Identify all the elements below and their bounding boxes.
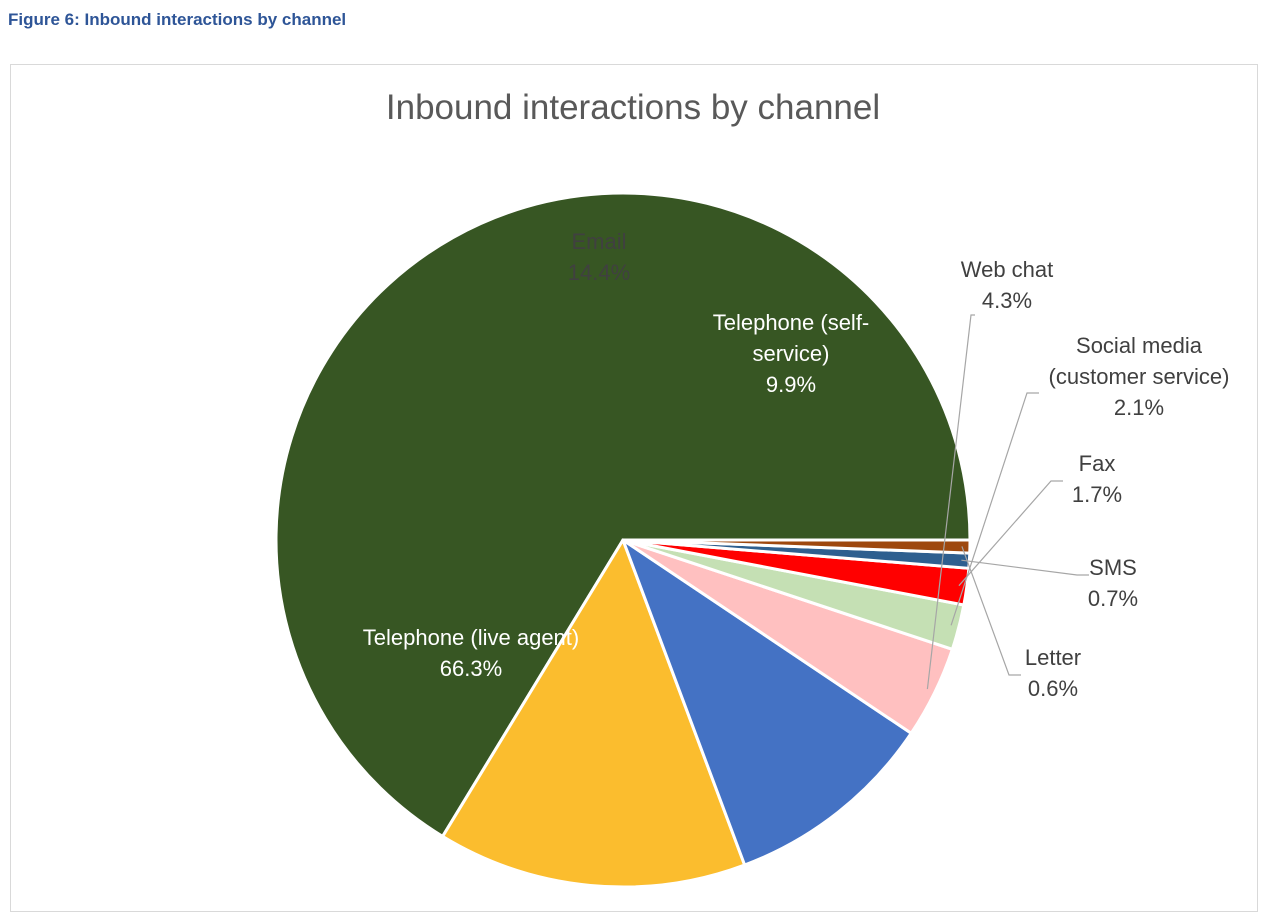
leader-line: [961, 559, 1089, 576]
slice-label-sms: SMS 0.7%: [1088, 555, 1138, 611]
slice-name-label: SMS: [1089, 555, 1137, 580]
slice-percent-label: 2.1%: [1114, 395, 1164, 420]
leader-line: [926, 314, 975, 690]
slice-label-telephone-self-service: Telephone (self-service) 9.9%: [713, 310, 870, 397]
slice-label-web-chat: Web chat 4.3%: [961, 257, 1054, 313]
pie-slice-telephone-live-agent: [274, 191, 972, 838]
slice-name-label: Fax: [1079, 451, 1116, 476]
slice-labels: Telephone (live agent) 66.3% Email 14.4% Tel…: [363, 229, 1230, 701]
chart-area: Inbound interactions by channel Telephon…: [10, 64, 1258, 912]
slice-percent-label: 66.3%: [440, 656, 502, 681]
pie-slice-email: [441, 538, 747, 889]
slice-name-label: service): [752, 341, 829, 366]
slice-name-label: Telephone (self-: [713, 310, 870, 335]
pie-slice-letter: [621, 538, 972, 555]
pie-slices: [274, 191, 972, 889]
figure-caption: Figure 6: Inbound interactions by channe…: [8, 10, 347, 29]
slice-name-label: Letter: [1025, 645, 1081, 670]
pie-chart: Inbound interactions by channel Telephon…: [274, 88, 1230, 889]
slice-name-label: Email: [571, 229, 626, 254]
pie-slice-telephone-self-service: [621, 538, 913, 867]
slice-name-label: Web chat: [961, 257, 1054, 282]
slice-percent-label: 1.7%: [1072, 482, 1122, 507]
slice-percent-label: 9.9%: [766, 372, 816, 397]
leader-lines: [926, 314, 1089, 690]
slice-percent-label: 0.6%: [1028, 676, 1078, 701]
slice-percent-label: 4.3%: [982, 288, 1032, 313]
chart-title: Inbound interactions by channel: [386, 88, 880, 127]
slice-label-email: Email 14.4%: [568, 229, 630, 285]
slice-percent-label: 14.4%: [568, 260, 630, 285]
slice-label-telephone-live-agent: Telephone (live agent) 66.3%: [363, 625, 579, 681]
slice-name-label: (customer service): [1049, 364, 1230, 389]
slice-name-label: Telephone (live agent): [363, 625, 579, 650]
slice-label-letter: Letter 0.6%: [1025, 645, 1081, 701]
leader-line: [950, 392, 1039, 626]
leader-line: [961, 546, 1021, 676]
slice-name-label: Social media: [1076, 333, 1203, 358]
slice-label-fax: Fax 1.7%: [1072, 451, 1122, 507]
slice-label-social-media-customer-service: Social media (customer service) 2.1%: [1049, 333, 1230, 420]
leader-line: [958, 480, 1063, 587]
slice-percent-label: 0.7%: [1088, 586, 1138, 611]
